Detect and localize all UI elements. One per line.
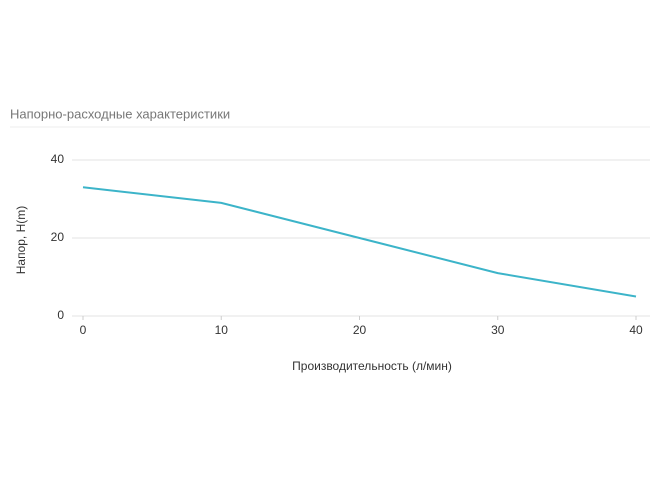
y-tick-label: 20 bbox=[51, 230, 65, 244]
y-tick-label: 40 bbox=[51, 152, 65, 166]
x-tick-label: 40 bbox=[629, 323, 643, 337]
y-axis-label: Напор, H(m) bbox=[14, 206, 28, 275]
x-axis-label: Производительность (л/мин) bbox=[292, 359, 452, 373]
x-tick-label: 10 bbox=[215, 323, 229, 337]
x-tick-label: 30 bbox=[491, 323, 505, 337]
x-tick-label: 20 bbox=[353, 323, 367, 337]
series-line bbox=[82, 186, 637, 298]
y-tick-label: 0 bbox=[57, 308, 64, 322]
chart-title: Напорно-расходные характеристики bbox=[10, 106, 230, 121]
x-tick-label: 0 bbox=[80, 323, 87, 337]
